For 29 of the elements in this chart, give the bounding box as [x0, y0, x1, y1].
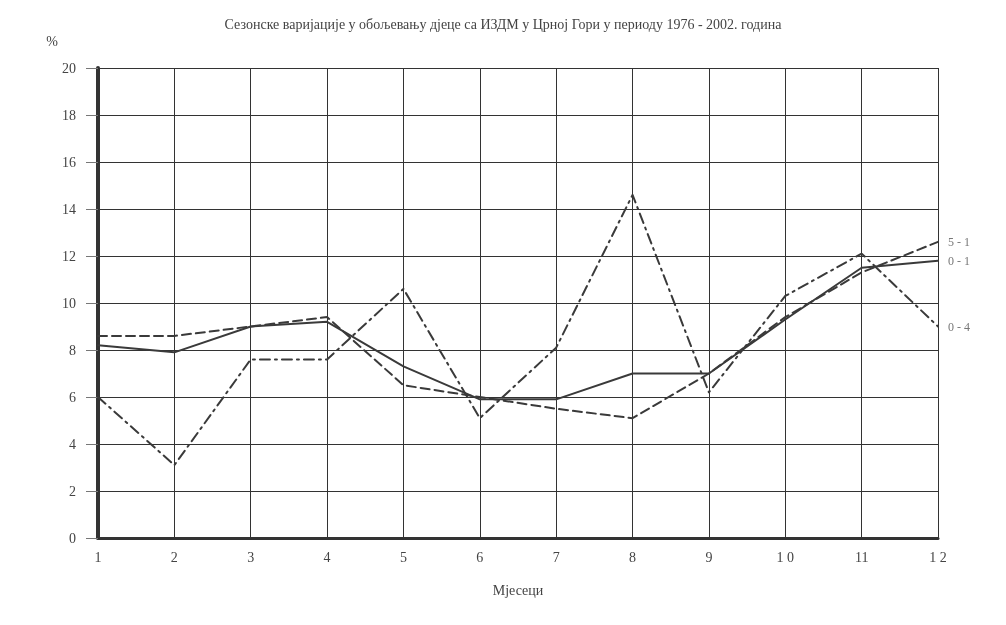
y-tick-label: 18 — [62, 107, 76, 123]
x-tick-label: 4 — [323, 549, 331, 565]
y-tick-label: 0 — [69, 530, 76, 546]
y-axis-title: % — [46, 33, 59, 49]
y-tick-label: 10 — [62, 295, 76, 311]
x-tick-label: 5 — [399, 549, 407, 565]
x-tick-label: 7 — [552, 549, 560, 565]
y-tick-label: 12 — [62, 248, 76, 264]
x-axis-title: Мјесеци — [492, 582, 544, 598]
x-tick-label: 1 2 — [929, 549, 947, 565]
x-tick-label: 8 — [629, 549, 637, 565]
x-tick-label: 3 — [247, 549, 255, 565]
x-tick-label: 11 — [854, 549, 869, 565]
x-tick-label: 9 — [705, 549, 713, 565]
x-tick-label: 2 — [170, 549, 178, 565]
x-tick-label: 1 0 — [776, 549, 795, 565]
y-tick-label: 4 — [69, 436, 76, 452]
series-label: 0 - 4 — [948, 319, 970, 334]
y-tick-label: 20 — [62, 60, 76, 76]
y-tick-label: 16 — [62, 154, 76, 170]
x-tick-label: 1 — [94, 549, 102, 565]
y-tick-label: 14 — [62, 201, 76, 217]
chart-title: Сезонске варијације у обољевању дјеце са ИЗДМ у Црној Гори у периоду 1976 - 2002. година — [224, 16, 783, 32]
series-label: 5 - 1 — [948, 234, 970, 249]
x-tick-label: 6 — [476, 549, 484, 565]
y-tick-label: 6 — [69, 389, 76, 405]
series-label: 0 - 1 — [948, 253, 970, 268]
y-tick-label: 8 — [69, 342, 76, 358]
y-tick-label: 2 — [69, 483, 76, 499]
